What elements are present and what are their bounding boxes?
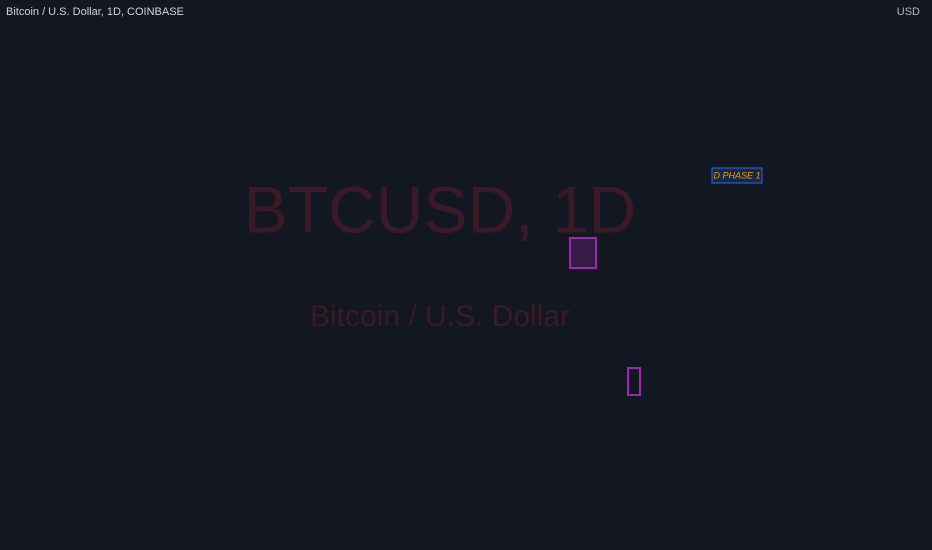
chart-title: Bitcoin / U.S. Dollar, 1D, COINBASE	[6, 6, 184, 18]
annotation: D PHASE 1	[711, 167, 763, 184]
currency: USD	[897, 6, 920, 18]
annotation-text: D PHASE 1	[713, 170, 760, 180]
highlight-box	[627, 367, 641, 396]
watermark-text: BTCUSD, 1D	[244, 172, 636, 246]
watermark-subtitle: Bitcoin / U.S. Dollar	[310, 300, 570, 333]
watermark: BTCUSD, 1D Bitcoin / U.S. Dollar	[244, 172, 636, 332]
annotation-box	[711, 167, 763, 184]
price-axis	[870, 0, 932, 550]
time-axis	[0, 527, 870, 550]
highlight-box	[569, 237, 597, 269]
